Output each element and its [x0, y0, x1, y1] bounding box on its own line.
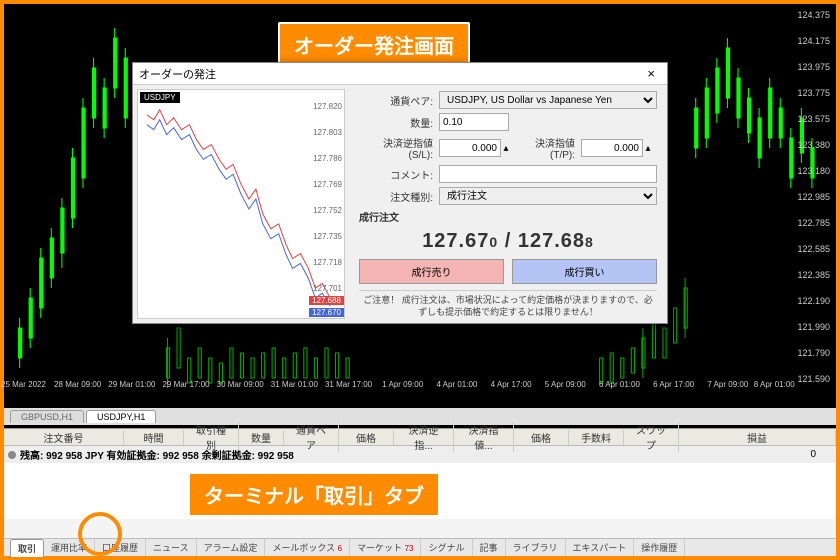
order-dialog: オーダーの発注 × USDJPY 127.820 127.803 127.786… — [132, 62, 668, 324]
qty-input[interactable] — [439, 113, 509, 131]
pair-label: 通貨ペア: — [359, 93, 439, 108]
dialog-title: オーダーの発注 — [139, 66, 216, 82]
dialog-titlebar[interactable]: オーダーの発注 × — [133, 63, 667, 85]
buy-button[interactable]: 成行買い — [512, 259, 657, 284]
col-time[interactable]: 時間 — [124, 430, 184, 445]
mini-ask-badge: 127.688 — [309, 296, 344, 305]
tab-articles[interactable]: 記事 — [473, 539, 506, 556]
col-price2[interactable]: 価格 — [514, 430, 569, 445]
tp-label: 決済指値(T/P): — [511, 135, 581, 161]
tab-trade[interactable]: 取引 — [10, 539, 44, 557]
balance-text: 残高: 992 958 JPY 有効証拠金: 992 958 余剰証拠金: 99… — [20, 447, 294, 462]
comment-input[interactable] — [439, 165, 657, 183]
mini-bid-badge: 127.670 — [309, 308, 344, 317]
tp-input[interactable] — [581, 139, 643, 157]
order-form: 通貨ペア: USDJPY, US Dollar vs Japanese Yen … — [349, 85, 667, 323]
section-market-order: 成行注文 — [359, 209, 657, 224]
annotation-top: オーダー発注画面 — [278, 22, 470, 67]
tab-experts[interactable]: エキスパート — [566, 539, 635, 556]
terminal-tabs: 取引 運用比率 口座履歴 ニュース アラーム設定 メールボックス 6 マーケット… — [4, 538, 836, 556]
annotation-bottom: ターミナル「取引」タブ — [188, 472, 440, 517]
chart-tab-gbpusd[interactable]: GBPUSD,H1 — [10, 410, 84, 423]
col-swap[interactable]: スワップ — [624, 422, 679, 452]
tab-mailbox[interactable]: メールボックス 6 — [265, 539, 350, 556]
col-sl[interactable]: 決済逆指... — [394, 422, 454, 452]
chart-tab-usdjpy[interactable]: USDJPY,H1 — [86, 410, 156, 423]
terminal-header: 注文番号 時間 取引種別 数量 通貨ペア 価格 決済逆指... 決済指値... … — [4, 429, 836, 446]
row-marker-icon — [8, 451, 16, 459]
price-display: 127.670 / 127.688 — [359, 230, 657, 253]
mini-chart-symbol: USDJPY — [140, 92, 180, 103]
col-tp[interactable]: 決済指値... — [454, 422, 514, 452]
time-axis: 25 Mar 2022 28 Mar 09:00 29 Mar 01:00 29… — [8, 380, 782, 394]
col-order[interactable]: 注文番号 — [4, 430, 124, 445]
close-icon[interactable]: × — [641, 66, 661, 81]
col-qty[interactable]: 数量 — [239, 430, 284, 445]
tab-alerts[interactable]: アラーム設定 — [197, 539, 266, 556]
sl-label: 決済逆指値(S/L): — [359, 135, 439, 161]
order-type-select[interactable]: 成行注文 — [439, 187, 657, 205]
warning-text: ご注意！ 成行注文は、市場状況によって約定価格が決まりますので、必ずしも提示価格… — [359, 290, 657, 318]
col-fee[interactable]: 手数料 — [569, 430, 624, 445]
col-price[interactable]: 価格 — [339, 430, 394, 445]
sl-input[interactable] — [439, 139, 501, 157]
tab-library[interactable]: ライブラリ — [506, 539, 566, 556]
qty-label: 数量: — [359, 115, 439, 130]
balance-pl: 0 — [810, 449, 836, 460]
tab-market[interactable]: マーケット 73 — [350, 539, 421, 556]
tab-news[interactable]: ニュース — [146, 539, 197, 556]
sell-button[interactable]: 成行売り — [359, 259, 504, 284]
mini-chart: USDJPY 127.820 127.803 127.786 127.769 1… — [137, 89, 345, 319]
circle-highlight — [78, 512, 122, 556]
pair-select[interactable]: USDJPY, US Dollar vs Japanese Yen — [439, 91, 657, 109]
col-pl[interactable]: 損益 — [679, 430, 836, 445]
type-label: 注文種別: — [359, 189, 439, 204]
tab-journal[interactable]: 操作履歴 — [634, 539, 685, 556]
price-axis: 124.375 124.175 123.975 123.775 123.575 … — [782, 8, 832, 398]
comment-label: コメント: — [359, 167, 439, 182]
tab-signals[interactable]: シグナル — [421, 539, 472, 556]
